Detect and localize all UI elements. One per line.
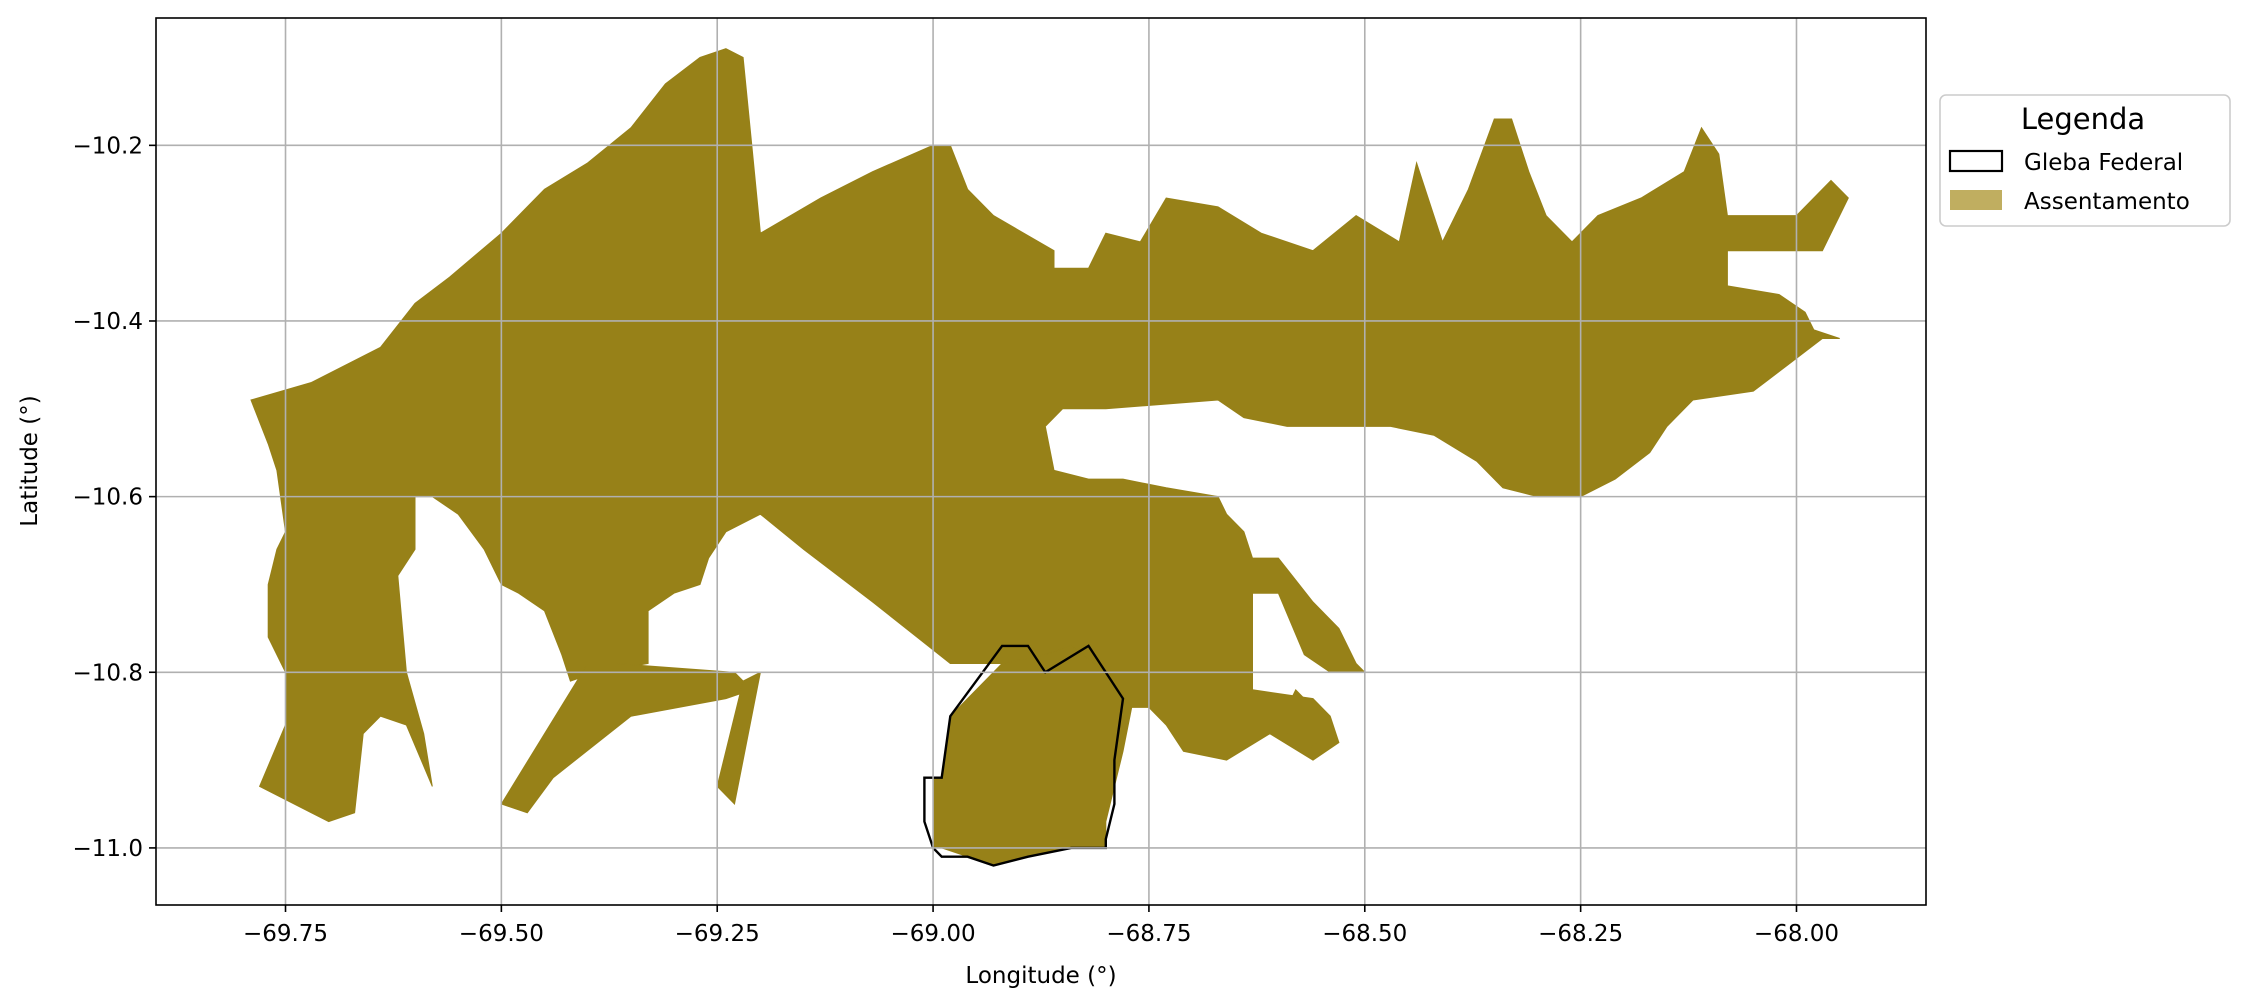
x-tick-label: −69.50 [459, 921, 544, 947]
legend: Legenda Gleba Federal Assentamento [1939, 94, 2231, 227]
assentamento-strip-1 [500, 663, 753, 814]
assentamento-east-sub [1277, 688, 1331, 752]
y-tick-label: −10.8 [73, 660, 143, 686]
assentamento-strip-2 [716, 671, 762, 806]
y-axis: −10.2 −10.4 −10.6 −10.8 −11.0 [73, 133, 156, 862]
x-tick-label: −69.75 [243, 921, 328, 947]
assentamento-layer [250, 48, 1849, 867]
grid-lines [156, 18, 1926, 905]
gleba-federal-outline [923, 644, 1125, 867]
y-tick-label: −11.0 [73, 836, 143, 862]
y-tick-label: −10.6 [73, 485, 143, 511]
x-tick-label: −69.25 [675, 921, 760, 947]
x-axis: −69.75 −69.50 −69.25 −69.00 −68.75 −68.50 −68.… [243, 905, 1839, 947]
x-tick-label: −69.00 [891, 921, 976, 947]
x-tick-label: −68.50 [1322, 921, 1407, 947]
x-tick-label: −68.75 [1106, 921, 1191, 947]
legend-swatch-gleba [1948, 149, 2004, 173]
y-tick-label: −10.2 [73, 133, 143, 159]
assentamento-main [250, 48, 1849, 823]
legend-swatch-assentamento [1950, 190, 2002, 210]
legend-label-assentamento: Assentamento [2024, 189, 2190, 215]
x-tick-label: −68.25 [1538, 921, 1623, 947]
plot-frame [155, 17, 1927, 906]
legend-frame [1939, 94, 2231, 227]
x-tick-label: −68.00 [1754, 921, 1839, 947]
gleba-federal-layer [923, 644, 1125, 867]
legend-label-gleba: Gleba Federal [2024, 150, 2183, 176]
y-tick-label: −10.4 [73, 309, 143, 335]
x-axis-title: Longitude (°) [965, 963, 1116, 989]
y-axis-title: Latitude (°) [17, 395, 43, 526]
legend-title: Legenda [2021, 102, 2145, 136]
